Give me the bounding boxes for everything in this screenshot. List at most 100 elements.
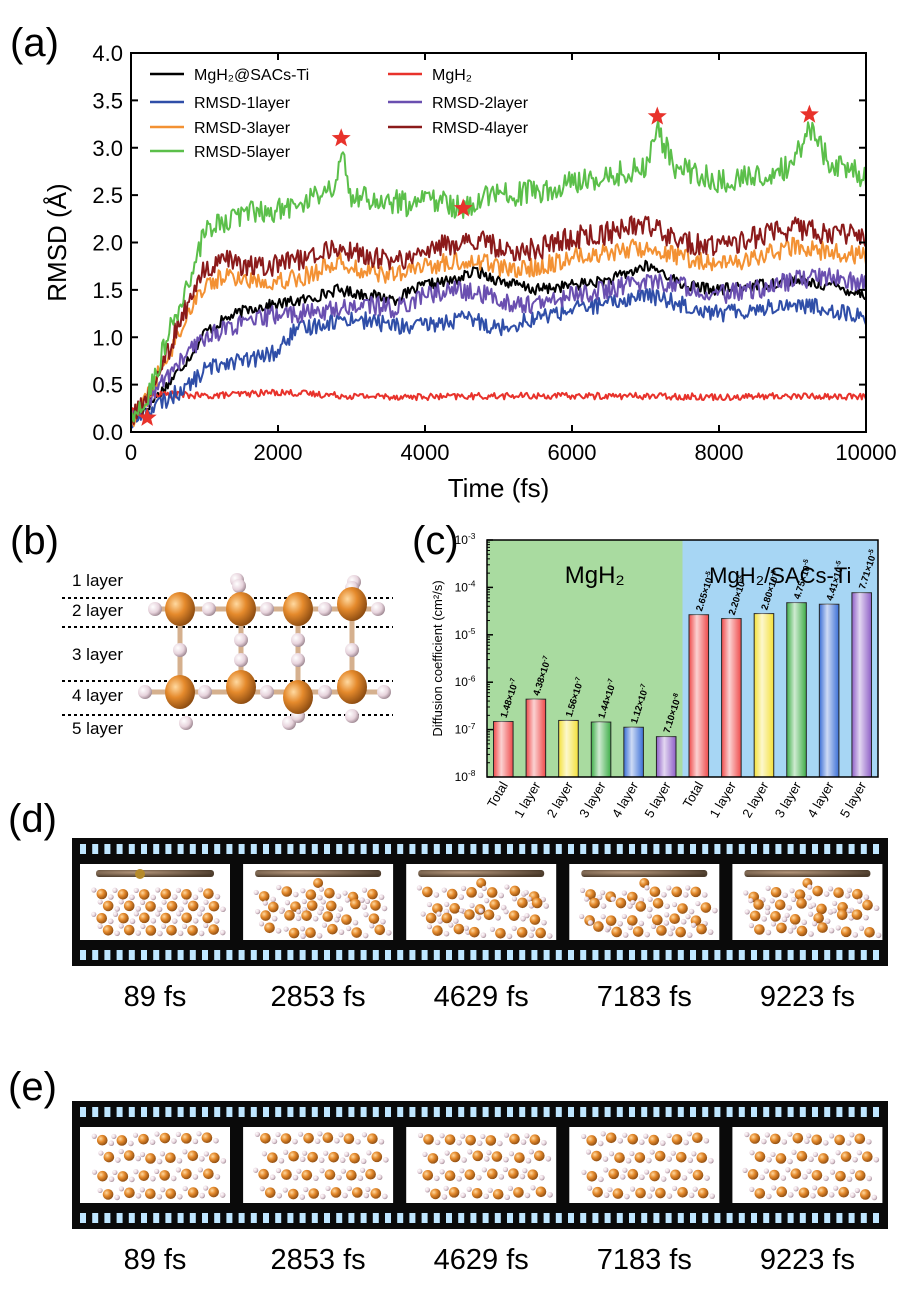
film-h-atom [335,913,342,919]
film-h-atom [378,1138,385,1145]
film-mg-atom [818,1153,829,1164]
graphene-sheet [581,870,708,877]
film-h-atom [170,1175,177,1182]
bar-shine-2 [558,720,579,777]
mg-atom-6 [283,680,313,714]
film-mg-atom [349,1152,360,1164]
film-mg-atom [324,1169,336,1180]
film-mg-atom [287,1188,299,1200]
film-h-atom [171,918,178,924]
film-h-atom [338,1132,344,1138]
sprocket-hole [507,950,513,960]
film-h-atom [276,884,282,891]
h-atom-11 [291,633,305,647]
film-mg-atom [489,899,500,910]
film-h-atom [108,1140,115,1147]
film-h-atom [317,894,323,901]
sprocket-hole [250,950,257,960]
film-h-atom [129,1176,135,1183]
c-y-tick-label-5-mantissa: 10 [455,533,469,547]
film-h-atom [197,1167,203,1173]
sprocket-hole [555,1107,562,1117]
star-marker-0 [137,407,157,426]
sprocket-hole [421,844,428,854]
y-tick-label-6: 3.0 [92,136,123,161]
film-mg-atom [749,910,761,922]
film-mg-atom [860,1189,871,1200]
film-h-atom [804,1138,810,1144]
film-h-atom [213,918,220,924]
sprocket-hole [702,1107,709,1117]
sprocket-hole [397,844,404,854]
sprocket-hole [250,1213,257,1223]
film-h-atom [627,924,633,931]
sprocket-hole [433,950,440,960]
film-mg-atom [816,903,827,915]
film-h-atom [780,1175,787,1181]
film-h-atom [321,922,328,928]
time-label-3: 7183 fs [597,1244,692,1276]
film-mg-atom [608,1168,620,1180]
film-h-atom [659,1140,666,1146]
bar-shine-10 [819,604,839,777]
film-mg-atom [655,1187,666,1199]
film-h-atom [629,1150,635,1157]
film-h-atom [708,1157,714,1164]
film-mg-atom [346,1169,357,1181]
sprocket-hole [409,1107,416,1117]
sprocket-hole [702,844,709,854]
film-h-atom [129,918,136,925]
film-h-atom [692,1186,698,1192]
film-h-atom [764,909,771,915]
time-label-3: 7183 fs [597,981,692,1013]
film-h-atom [118,1186,125,1192]
sprocket-hole [348,950,355,960]
series-line-1 [130,388,867,415]
sprocket-hole [592,1213,599,1223]
sprocket-hole [531,844,538,854]
film-h-atom [453,918,459,924]
sprocket-hole [336,950,343,960]
sprocket-hole [153,1213,160,1223]
film-mg-atom [469,926,480,938]
category-label-9: 3 layer [772,778,805,820]
film-h-atom [646,1157,652,1164]
time-label-4: 9223 fs [760,1244,855,1276]
film-mg-atom [586,1135,597,1146]
film-h-atom [695,900,701,907]
sprocket-hole [519,1107,526,1117]
film-h-atom [812,1151,819,1158]
film-mg-atom [529,1134,541,1146]
sprocket-hole [824,950,831,960]
sprocket-hole [836,1213,843,1223]
film-h-atom [417,1168,423,1174]
film-h-atom [220,906,226,913]
film-h-atom [213,1137,219,1144]
sprocket-hole [873,844,879,854]
sprocket-hole [311,950,318,960]
film-mg-atom [305,889,317,901]
y-tick-label-3: 1.5 [92,278,123,303]
film-mg-atom [697,1187,709,1199]
film-h-atom [296,909,302,915]
film-h-atom [460,1133,466,1139]
x-axis-label: Time (fs) [448,473,550,503]
film-h-atom [476,1140,483,1146]
h-atom-14 [345,643,359,657]
film-h-atom [135,1192,142,1199]
film-h-atom [686,932,693,938]
film-h-atom [318,886,325,892]
film-h-atom [810,1192,816,1199]
film-mg-atom [365,1168,376,1180]
sprocket-hole [494,1213,501,1223]
sprocket-hole [177,1107,184,1117]
mg-atom-0 [165,592,195,626]
film-h-atom [97,923,103,929]
film-h-atom [765,885,771,891]
film-h-atom [828,1191,835,1198]
film-h-atom [433,1175,440,1182]
layer-label-3: 4 layer [72,686,123,705]
film-h-atom [156,906,163,913]
sprocket-hole [812,844,818,854]
bar-value-label-8-exponent: -5 [769,569,778,577]
